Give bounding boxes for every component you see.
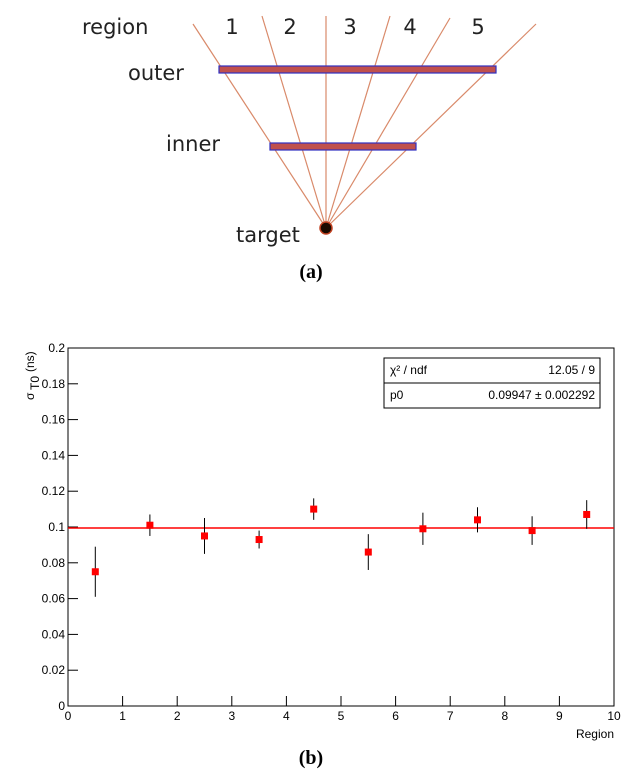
y-tick-label: 0.06 (42, 592, 66, 606)
x-tick-label: 5 (338, 709, 345, 723)
x-tick-label: 2 (174, 709, 181, 723)
x-axis-label: Region (576, 727, 614, 741)
target-dot (319, 221, 333, 235)
ray (261, 15, 327, 229)
outer-layer (218, 65, 497, 74)
y-tick-label: 0.14 (42, 448, 66, 462)
stats-label: p0 (390, 388, 404, 402)
ray (325, 23, 537, 229)
region-label: 1 (225, 15, 238, 39)
stats-value: 12.05 / 9 (548, 363, 595, 377)
point (146, 521, 154, 529)
y-axis-label: σ (23, 392, 37, 400)
y-tick-label: 0.1 (48, 520, 65, 534)
point (201, 532, 208, 540)
y-axis-label-unit: (ns) (23, 351, 37, 372)
target-label: target (236, 223, 300, 247)
x-tick-label: 0 (65, 709, 72, 723)
y-tick-label: 0.08 (42, 556, 66, 570)
y-tick-label: 0.16 (42, 413, 66, 427)
y-axis-label-group: σ T0 (ns) (23, 351, 42, 400)
y-tick-label: 0.2 (48, 341, 65, 355)
outer-label: outer (128, 61, 184, 85)
region-label: 5 (471, 15, 484, 39)
y-tick-label: 0 (58, 699, 65, 713)
y-tick-label: 0.04 (42, 627, 66, 641)
point (583, 510, 591, 518)
x-tick-label: 1 (119, 709, 126, 723)
x-tick-label: 3 (228, 709, 235, 723)
region-label: 3 (343, 15, 356, 39)
x-tick-label: 6 (392, 709, 399, 723)
ray (325, 15, 391, 229)
y-tick-label: 0.12 (42, 484, 66, 498)
point (528, 527, 536, 535)
y-axis-label-sub: T0 (28, 376, 42, 390)
y-tick-label: 0.18 (42, 377, 66, 391)
region-header: region (82, 15, 148, 39)
caption: (b) (299, 747, 323, 769)
point (255, 536, 263, 544)
ray (192, 23, 327, 229)
point (419, 525, 427, 533)
region-label: 2 (283, 15, 296, 39)
caption: (a) (299, 261, 322, 283)
point (91, 568, 99, 576)
stats-label: χ² / ndf (390, 363, 428, 377)
ray (325, 17, 451, 229)
stats-value: 0.09947 ± 0.002292 (488, 388, 595, 402)
point (364, 548, 372, 556)
x-tick-label: 4 (283, 709, 290, 723)
x-tick-label: 8 (501, 709, 508, 723)
x-tick-label: 10 (607, 709, 621, 723)
inner-layer (269, 142, 417, 151)
point (474, 516, 481, 524)
y-tick-label: 0.02 (42, 663, 66, 677)
inner-label: inner (166, 132, 220, 156)
region-label: 4 (403, 15, 416, 39)
x-tick-label: 9 (556, 709, 563, 723)
x-tick-label: 7 (447, 709, 454, 723)
diagram (192, 15, 537, 229)
point (310, 505, 318, 513)
